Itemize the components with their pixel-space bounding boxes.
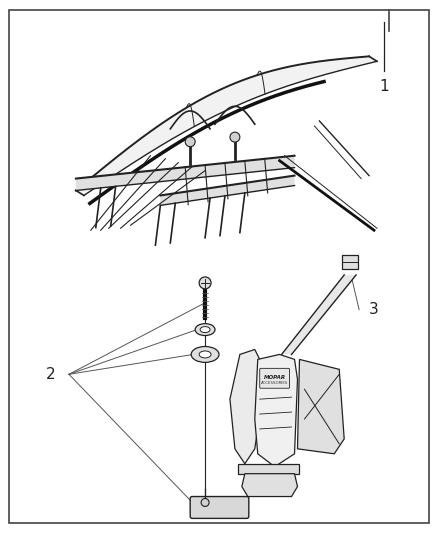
Polygon shape <box>160 175 294 205</box>
Polygon shape <box>230 350 260 464</box>
Polygon shape <box>282 275 356 354</box>
Circle shape <box>199 277 211 289</box>
Text: 1: 1 <box>379 79 389 94</box>
Ellipse shape <box>191 346 219 362</box>
Polygon shape <box>242 474 297 497</box>
Circle shape <box>230 132 240 142</box>
Text: ACCESSORIES: ACCESSORIES <box>261 381 288 385</box>
FancyBboxPatch shape <box>190 497 249 519</box>
Ellipse shape <box>199 351 211 358</box>
Polygon shape <box>255 354 297 467</box>
Polygon shape <box>297 359 344 454</box>
Bar <box>342 255 358 269</box>
Ellipse shape <box>195 324 215 336</box>
Text: 2: 2 <box>46 367 56 382</box>
FancyBboxPatch shape <box>260 368 290 388</box>
Circle shape <box>201 498 209 506</box>
Polygon shape <box>76 56 377 196</box>
Text: 3: 3 <box>369 302 379 317</box>
Polygon shape <box>76 156 294 190</box>
Circle shape <box>185 137 195 147</box>
Ellipse shape <box>200 327 210 333</box>
Text: MOPAR: MOPAR <box>264 375 286 380</box>
Polygon shape <box>238 464 300 474</box>
